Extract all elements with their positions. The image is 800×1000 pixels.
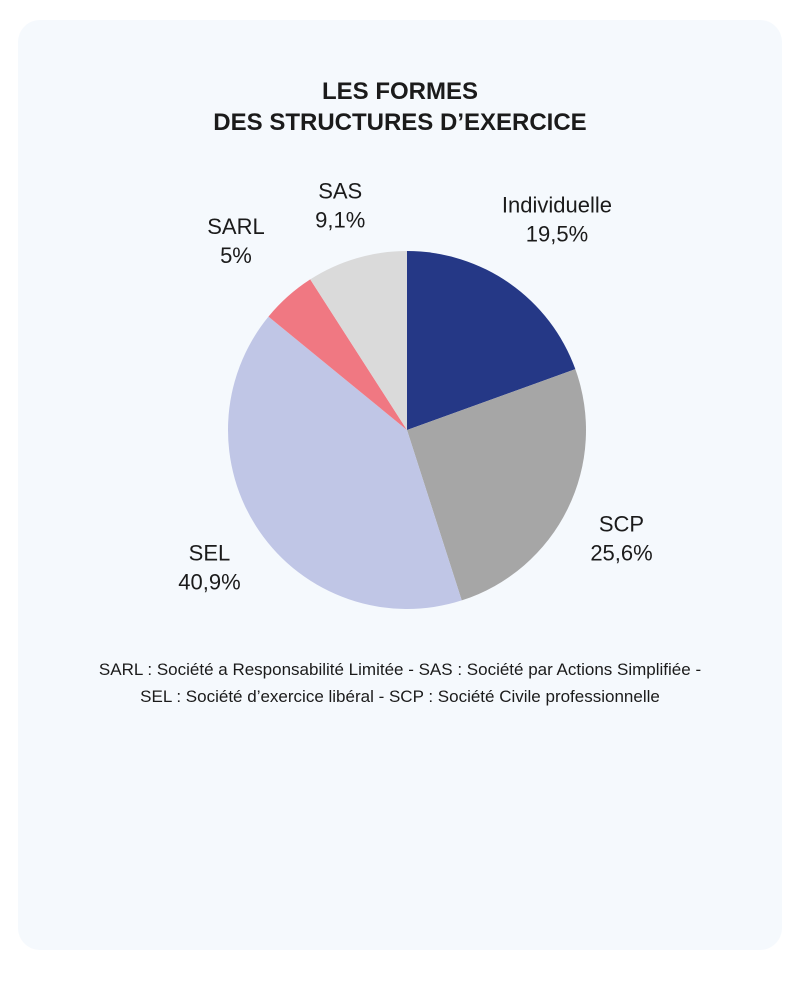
pie-slice-sel bbox=[228, 316, 462, 609]
slice-label-name-individuelle: Individuelle bbox=[502, 192, 612, 217]
slice-label-value-individuelle: 19,5% bbox=[526, 221, 588, 246]
chart-title-line-1: LES FORMES bbox=[321, 78, 478, 105]
slice-label-name-sel: SEL bbox=[189, 541, 231, 566]
slice-label-sarl: SARL 5% bbox=[207, 214, 264, 268]
pie-slice-sarl bbox=[268, 279, 407, 430]
slice-label-individuelle: Individuelle 19,5% bbox=[502, 192, 612, 246]
slice-label-scp: SCP 25,6% bbox=[590, 511, 652, 565]
pie-slice-sas bbox=[310, 251, 407, 430]
slice-label-name-scp: SCP bbox=[599, 511, 644, 536]
chart-title-line-2: DES STRUCTURES D’EXERCICE bbox=[213, 109, 587, 136]
slice-label-value-sel: 40,9% bbox=[178, 570, 240, 595]
pie-slice-individuelle bbox=[407, 251, 576, 430]
footnote: SARL : Société a Responsabilité Limitée … bbox=[98, 660, 702, 706]
slice-label-value-scp: 25,6% bbox=[590, 540, 652, 565]
chart-title: LES FORMES DES STRUCTURES D’EXERCICE bbox=[18, 76, 782, 138]
pie-slice-scp bbox=[407, 369, 586, 601]
slice-label-sel: SEL 40,9% bbox=[178, 541, 240, 595]
slice-label-value-sas: 9,1% bbox=[315, 208, 365, 233]
slice-label-sas: SAS 9,1% bbox=[315, 179, 365, 233]
slice-label-name-sarl: SARL bbox=[207, 214, 264, 239]
slice-label-name-sas: SAS bbox=[318, 179, 362, 204]
slice-label-value-sarl: 5% bbox=[220, 243, 252, 268]
